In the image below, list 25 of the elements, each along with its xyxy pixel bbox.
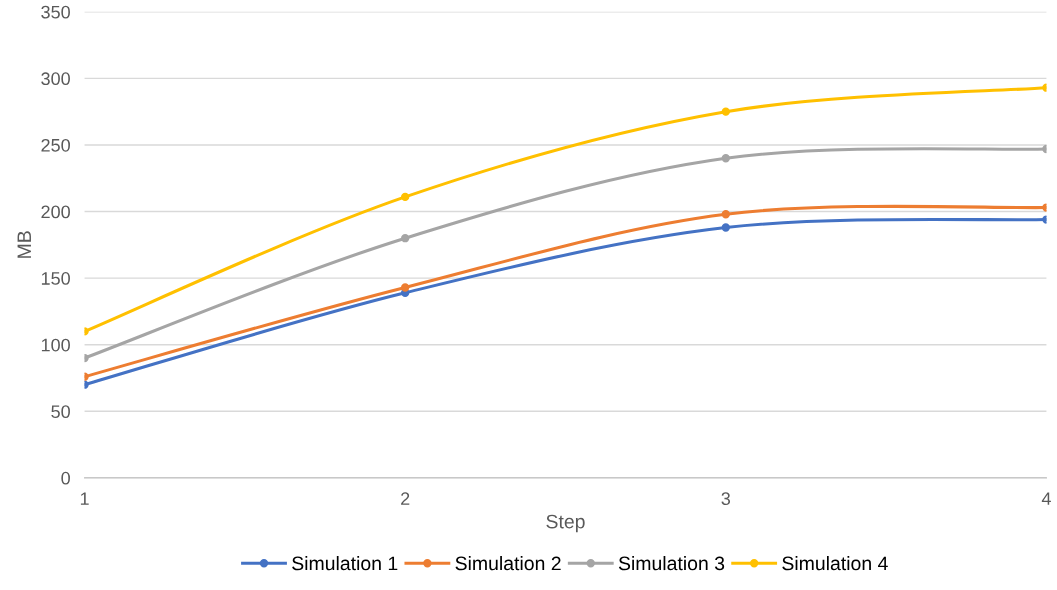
point xyxy=(721,210,730,219)
x-tick-label: 2 xyxy=(401,492,410,505)
y-tick-label: 350 xyxy=(41,5,70,19)
y-axis-title: MB xyxy=(17,231,31,258)
point xyxy=(721,107,730,116)
y-tick-label: 0 xyxy=(61,471,70,485)
y-tick-label: 50 xyxy=(51,405,70,419)
y-tick-label: 100 xyxy=(41,338,70,352)
y-tick-label: 300 xyxy=(41,72,70,86)
x-axis-title: Step xyxy=(546,514,585,533)
legend-label: Simulation 4 xyxy=(782,555,888,571)
legend-label: Simulation 3 xyxy=(618,555,725,571)
y-tick-label: 150 xyxy=(41,272,70,285)
y-tick-label: 250 xyxy=(41,138,70,152)
legend-label: Simulation 2 xyxy=(455,555,561,571)
x-tick-label: 4 xyxy=(1041,492,1051,505)
point xyxy=(401,192,410,202)
x-tick-label: 1 xyxy=(80,492,89,505)
legend-label: Simulation 1 xyxy=(292,555,398,571)
point xyxy=(401,283,410,292)
x-tick-label: 3 xyxy=(721,492,731,506)
point xyxy=(721,154,730,163)
point xyxy=(721,223,730,232)
point xyxy=(401,234,410,243)
y-tick-label: 200 xyxy=(41,205,70,219)
